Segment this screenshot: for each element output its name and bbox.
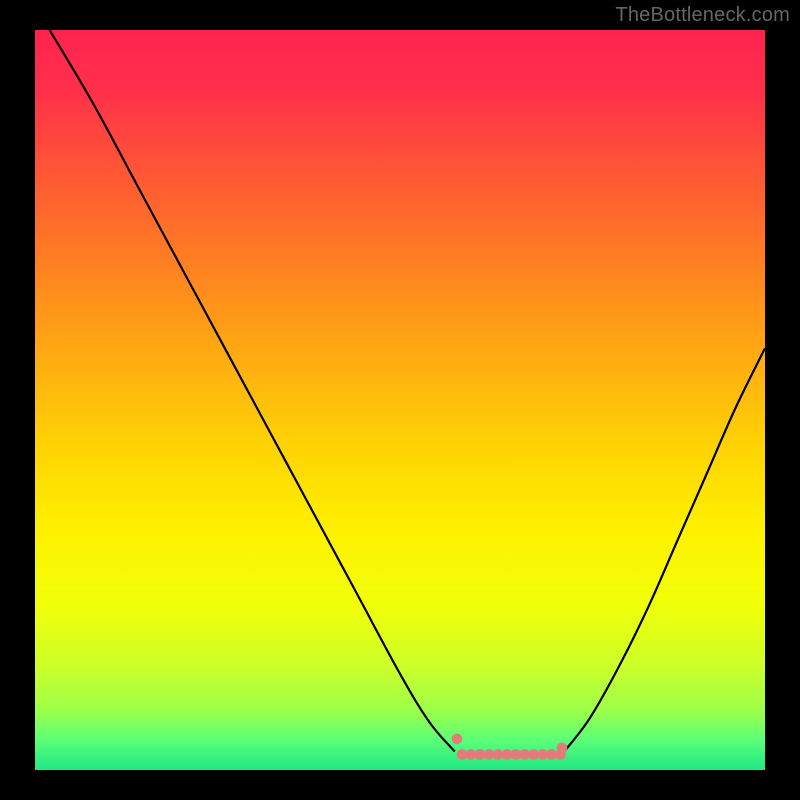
flat-dots [452,734,568,760]
left-curve-line [50,30,455,752]
chart-curves [35,30,765,770]
chart-container: TheBottleneck.com [0,0,800,800]
right-curve-line [564,348,765,751]
plot-area [35,30,765,770]
watermark-text: TheBottleneck.com [615,4,790,27]
